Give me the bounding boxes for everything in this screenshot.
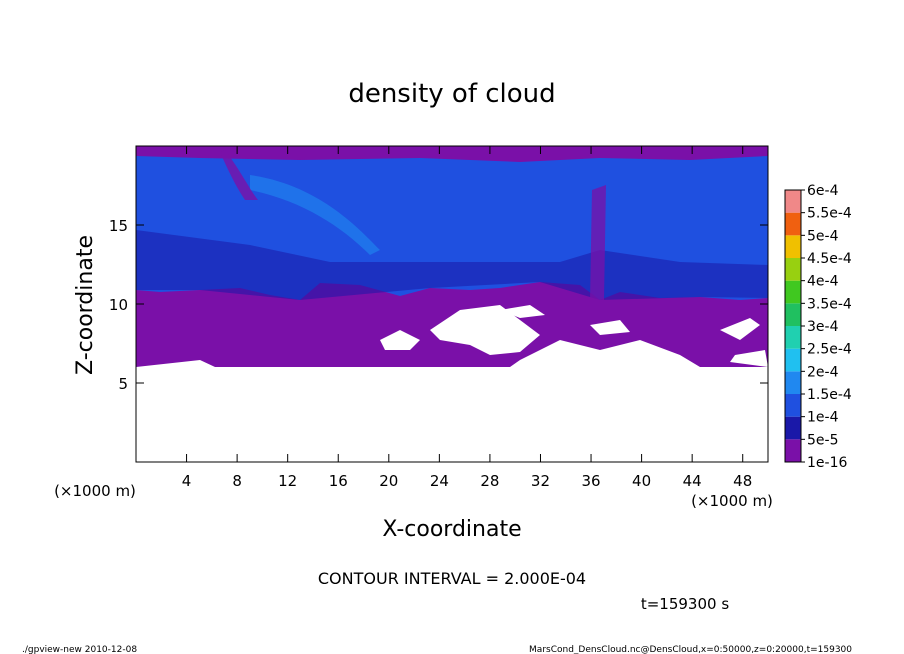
colorbar-band	[785, 439, 801, 462]
x-tick-label: 36	[581, 472, 600, 490]
colorbar-label: 4e-4	[807, 274, 839, 290]
colorbar-band	[785, 235, 801, 258]
x-tick-label: 12	[278, 472, 297, 490]
x-tick-label: 40	[632, 472, 651, 490]
contour-fill	[250, 175, 380, 255]
chart-title: density of cloud	[348, 79, 555, 109]
colorbar-band	[785, 212, 801, 236]
empty-region	[430, 305, 540, 355]
x-tick-label: 24	[430, 472, 449, 490]
colorbar-band	[785, 348, 801, 372]
empty-region	[590, 320, 630, 335]
y-axis-label: Z-coordinate	[73, 235, 98, 375]
colorbar-band	[785, 371, 801, 394]
colorbar-label: 2e-4	[807, 364, 839, 380]
colorbar-label: 1.5e-4	[807, 387, 852, 403]
contour-fill	[590, 185, 606, 300]
x-unit-label: (×1000 m)	[691, 492, 773, 510]
x-tick-label: 16	[329, 472, 348, 490]
y-tick-label: 5	[118, 375, 128, 393]
x-axis-label: X-coordinate	[382, 517, 521, 542]
footer-left: ./gpview-new 2010-12-08	[22, 645, 137, 654]
empty-region	[136, 305, 768, 462]
colorbar-band	[785, 303, 801, 326]
x-unit-label: (×1000 m)	[54, 482, 136, 500]
colorbar-band	[785, 326, 801, 349]
colorbar-label: 3e-4	[807, 319, 839, 335]
colorbar-label: 1e-16	[807, 455, 847, 471]
colorbar-label: 3.5e-4	[807, 296, 852, 312]
y-tick-label: 10	[109, 296, 128, 314]
contour-interval: CONTOUR INTERVAL = 2.000E-04	[318, 569, 586, 588]
x-tick-label: 8	[232, 472, 242, 490]
y-tick-label: 15	[109, 217, 128, 235]
x-tick-label: 48	[733, 472, 752, 490]
contour-fill	[136, 230, 768, 300]
colorbar-label: 2.5e-4	[807, 342, 852, 358]
time-label: t=159300 s	[641, 595, 729, 613]
footer-right: MarsCond_DensCloud.nc@DensCloud,x=0:5000…	[529, 645, 852, 654]
contour-fill	[136, 146, 768, 162]
empty-region	[136, 360, 215, 367]
x-tick-label: 20	[379, 472, 398, 490]
x-tick-label: 4	[182, 472, 192, 490]
colorbar-band	[785, 258, 801, 281]
colorbar-label: 1e-4	[807, 410, 839, 426]
empty-region	[730, 350, 768, 367]
empty-region	[380, 330, 420, 350]
x-tick-label: 28	[480, 472, 499, 490]
colorbar-label: 6e-4	[807, 183, 839, 199]
empty-region	[720, 318, 760, 340]
colorbar-band	[785, 394, 801, 417]
contour-field	[136, 146, 768, 462]
contour-fill	[220, 150, 258, 200]
colorbar-band	[785, 416, 801, 440]
colorbar-label: 5e-5	[807, 432, 838, 448]
colorbar-band	[785, 190, 801, 213]
colorbar-label: 4.5e-4	[807, 251, 852, 267]
colorbar-band	[785, 280, 801, 304]
x-tick-label: 44	[683, 472, 702, 490]
colorbar-label: 5e-4	[807, 228, 839, 244]
colorbar-label: 5.5e-4	[807, 206, 852, 222]
x-tick-label: 32	[531, 472, 550, 490]
empty-region	[500, 305, 545, 318]
empty-region	[136, 367, 768, 462]
empty-region	[510, 340, 700, 367]
colorbar: 1e-16 5e-5 1e-4 1.5e-4 2e-4 2.5e-4 3e-4 3.5e-4 4…	[784, 183, 852, 471]
